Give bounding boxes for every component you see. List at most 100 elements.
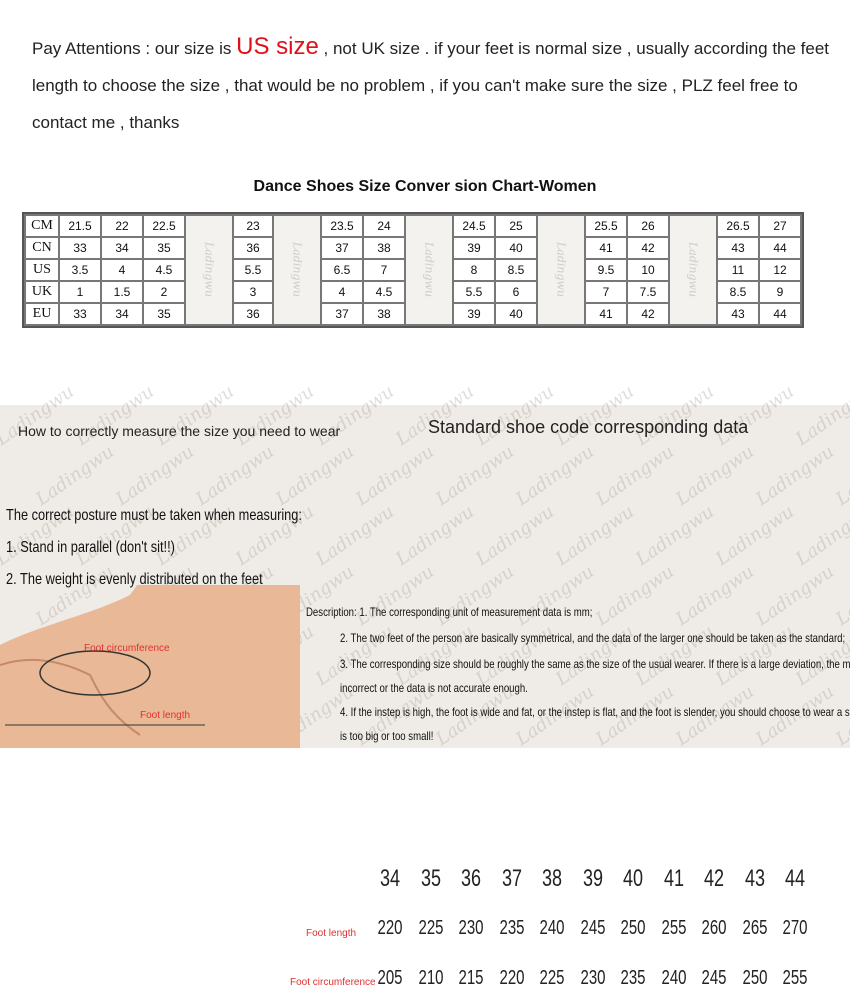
size-cell: 34 [102, 304, 142, 324]
size-cell: 4 [102, 260, 142, 280]
circumferences-value: 250 [741, 967, 768, 989]
watermark: Ladingwu [632, 381, 718, 450]
watermark: Ladingwu [472, 501, 558, 570]
size-cell: 34 [102, 238, 142, 258]
watermark: Ladingwu [186, 216, 232, 324]
size-cell: 10 [628, 260, 668, 280]
size-cell: 25 [496, 216, 536, 236]
size-notice: Pay Attentions : our size is US size , n… [32, 28, 832, 141]
size-cell: 33 [60, 304, 100, 324]
lengths-value: 245 [579, 917, 606, 939]
notice-text-cont: , not UK size . if your feet is normal s… [32, 39, 830, 132]
watermark: Ladingwu [72, 381, 158, 450]
size-cell: 4.5 [144, 260, 184, 280]
description-line: 4. If the instep is high, the foot is wi… [340, 705, 850, 719]
size-cell: 7 [364, 260, 404, 280]
watermark: Ladingwu [406, 216, 452, 324]
size-cell: 37 [322, 238, 362, 258]
size-cell: 38 [364, 238, 404, 258]
size-cell: 23.5 [322, 216, 362, 236]
size-cell: 41 [586, 304, 626, 324]
step-2: 2. The weight is evenly distributed on t… [6, 571, 263, 588]
lengths-value: 225 [417, 917, 444, 939]
watermark: Ladingwu [432, 561, 518, 630]
watermark: Ladingwu [672, 561, 758, 630]
posture-text: The correct posture must be taken when m… [6, 507, 302, 524]
size-cell: 39 [454, 304, 494, 324]
measurement-guide: Ladingwu Ladingwu Ladingwu Ladingwu Ladingwu… [0, 381, 850, 1003]
size-cell: 42 [628, 304, 668, 324]
standard-size-table: 34 35 36 37 38 39 40 41 42 43 44 220 225 230 235 240 245… [290, 853, 814, 1003]
size-cell: 36 [234, 304, 272, 324]
watermark: Ladingwu [352, 441, 438, 510]
watermark: Ladingwu [512, 561, 598, 630]
size-cell: 38 [364, 304, 404, 324]
circumferences-value: 210 [417, 967, 444, 989]
size-cell: 35 [144, 304, 184, 324]
watermark: Ladingwu [192, 441, 278, 510]
watermark: Ladingwu [792, 501, 850, 570]
watermark: Ladingwu [712, 501, 798, 570]
watermark: Ladingwu [274, 216, 320, 324]
size-cell: 1 [60, 282, 100, 302]
size-cell: 4 [322, 282, 362, 302]
watermark: Ladingwu [352, 561, 438, 630]
watermark: Ladingwu [112, 441, 198, 510]
measure-heading: How to correctly measure the size you ne… [18, 423, 341, 439]
watermark: Ladingwu [752, 441, 838, 510]
size-cell: 24.5 [454, 216, 494, 236]
lengths-value: 250 [620, 917, 646, 939]
size-cell: 5.5 [454, 282, 494, 302]
size-row-cm: CM 21.5 22 22.5 Ladingwu 23 Ladingwu 23.5 24 Ladi… [26, 216, 800, 324]
watermark: Ladingwu [32, 441, 118, 510]
size-cell: 1.5 [102, 282, 142, 302]
watermark: Ladingwu [672, 441, 758, 510]
size-row-cn: CN 33 34 35 36 37 38 39 40 41 42 43 44 [26, 238, 800, 258]
size-cell: 6 [496, 282, 536, 302]
size-cell: 2 [144, 282, 184, 302]
size-cell: 36 [234, 238, 272, 258]
grid-line [812, 853, 814, 1003]
sizes-value: 39 [582, 865, 603, 892]
standard-title: Standard shoe code corresponding data [428, 417, 749, 437]
size-cell: 35 [144, 238, 184, 258]
lengths-value: 255 [660, 917, 687, 939]
watermark: Ladingwu [592, 561, 678, 630]
size-cell: 22 [102, 216, 142, 236]
description-line: incorrect or the data is not accurate en… [340, 681, 528, 695]
circumferences-value: 220 [498, 967, 525, 989]
watermark: Ladingwu [670, 216, 716, 324]
lengths-value: 265 [741, 917, 768, 939]
size-cell: 33 [60, 238, 100, 258]
circumferences-value: 225 [539, 967, 565, 989]
circumferences-value: 230 [579, 967, 606, 989]
size-cell: 7 [586, 282, 626, 302]
sizes-value: 40 [622, 865, 644, 892]
size-cell: 4.5 [364, 282, 404, 302]
watermark: Ladingwu [312, 501, 398, 570]
size-row-eu: EU 33 34 35 36 37 38 39 40 41 42 43 44 [26, 304, 800, 324]
circumferences-value: 215 [458, 967, 484, 989]
circumferences-value: 245 [701, 967, 727, 989]
description-line: 3. The corresponding size should be roug… [340, 657, 850, 671]
size-conversion-table: CM 21.5 22 22.5 Ladingwu 23 Ladingwu 23.5 24 Ladi… [22, 212, 804, 328]
sizes-value: 42 [703, 865, 725, 892]
size-cell: 44 [760, 304, 800, 324]
length-label: Foot length [306, 928, 357, 939]
step-1: 1. Stand in parallel (don't sit!!) [6, 539, 175, 556]
size-cell: 40 [496, 238, 536, 258]
watermark: Ladingwu [832, 561, 850, 630]
foot-illustration [0, 585, 300, 748]
size-cell: 7.5 [628, 282, 668, 302]
sizes-value: 37 [501, 865, 522, 892]
watermark: Ladingwu [392, 381, 478, 450]
row-label: CN [26, 238, 58, 258]
size-cell: 11 [718, 260, 758, 280]
size-cell: 26.5 [718, 216, 758, 236]
sizes-value: 41 [663, 865, 684, 892]
size-cell: 12 [760, 260, 800, 280]
watermark: Ladingwu [632, 501, 718, 570]
sizes-value: 34 [379, 865, 401, 892]
size-row-us: US 3.5 4 4.5 5.5 6.5 7 8 8.5 9.5 10 11 12 [26, 260, 800, 280]
watermark: Ladingwu [752, 561, 838, 630]
